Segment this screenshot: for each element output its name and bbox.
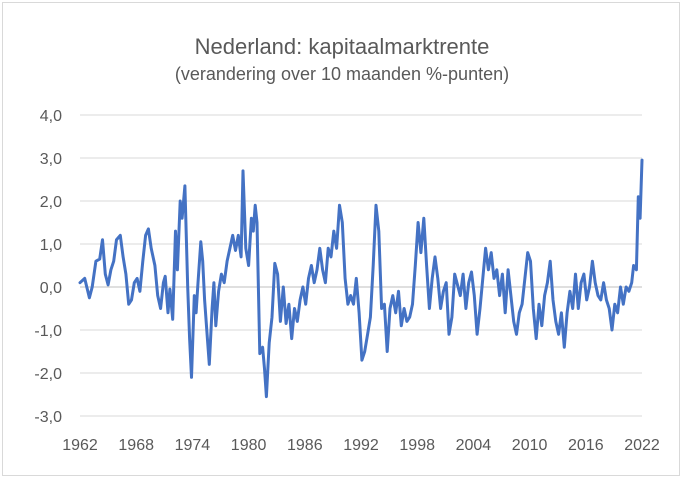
y-tick-label: 3,0 bbox=[40, 151, 62, 168]
gridlines bbox=[80, 114, 642, 417]
x-tick-label: 1980 bbox=[231, 437, 267, 454]
y-tick-label: 4,0 bbox=[40, 108, 62, 125]
y-tick-label: 1,0 bbox=[40, 237, 62, 254]
y-tick-label: 2,0 bbox=[40, 194, 62, 211]
x-tick-label: 1986 bbox=[287, 437, 323, 454]
y-tick-label: -1,0 bbox=[34, 323, 62, 340]
x-tick-label: 2016 bbox=[568, 437, 604, 454]
x-tick-label: 1992 bbox=[343, 437, 379, 454]
series-line bbox=[78, 158, 644, 399]
chart-frame bbox=[2, 2, 680, 476]
x-axis-ticks: 1962 1968 1974 1980 1986 1992 1998 2004 2010 2016… bbox=[62, 437, 660, 454]
x-tick-label: 1968 bbox=[118, 437, 154, 454]
x-tick-label: 1974 bbox=[175, 437, 211, 454]
y-tick-label: -2,0 bbox=[34, 366, 62, 383]
x-tick-label: 1998 bbox=[399, 437, 435, 454]
chart-title: Nederland: kapitaalmarktrente bbox=[194, 34, 490, 59]
x-tick-label: 2004 bbox=[456, 437, 492, 454]
y-tick-label: -3,0 bbox=[34, 409, 62, 426]
x-tick-label: 2010 bbox=[512, 437, 548, 454]
y-axis-ticks: 4,0 3,0 2,0 1,0 0,0 -1,0 -2,0 -3,0 bbox=[34, 108, 62, 426]
y-tick-label: 0,0 bbox=[40, 280, 62, 297]
chart-subtitle: (verandering over 10 maanden %-punten) bbox=[174, 64, 510, 84]
x-tick-label: 1962 bbox=[62, 437, 98, 454]
x-tick-label: 2022 bbox=[624, 437, 660, 454]
